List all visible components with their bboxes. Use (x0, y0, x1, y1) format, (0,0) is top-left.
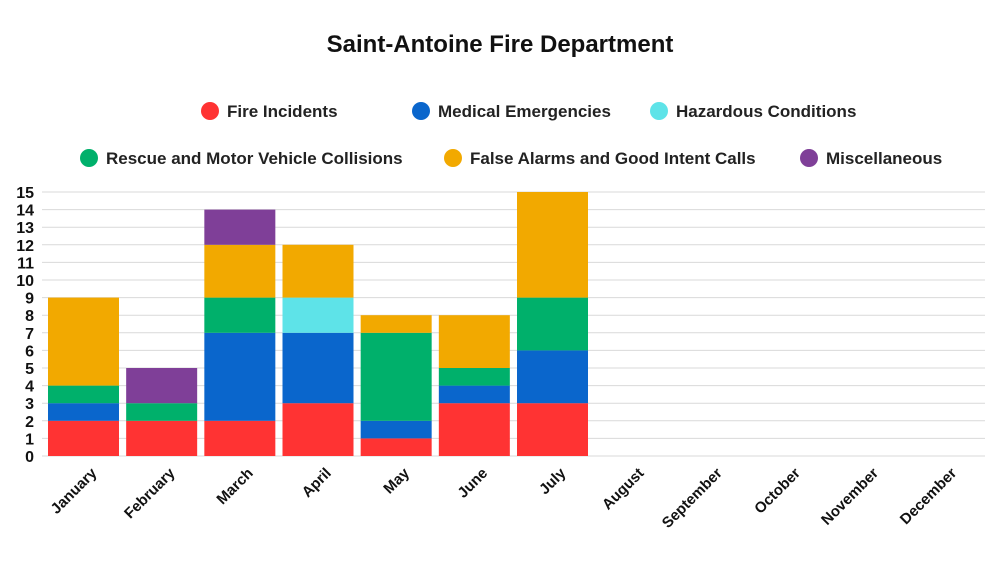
bar-segment (282, 403, 354, 456)
legend-label: False Alarms and Good Intent Calls (470, 149, 756, 168)
legend-marker (650, 102, 668, 120)
x-tick-label: December (897, 465, 960, 528)
legend-label: Rescue and Motor Vehicle Collisions (106, 149, 403, 168)
x-tick-label: July (536, 464, 570, 498)
bar-segment (438, 368, 510, 386)
bar-segment (517, 350, 588, 404)
bar-segment (360, 438, 432, 456)
legend-marker (444, 149, 462, 167)
bar-segment (48, 420, 119, 456)
legend-marker (800, 149, 818, 167)
bar-segment (204, 332, 276, 421)
y-tick-label: 15 (16, 185, 34, 202)
x-tick-label: September (659, 465, 726, 532)
bar-segment (204, 420, 276, 456)
bar-segment (517, 297, 588, 351)
bar-segment (517, 192, 588, 298)
bar-segment (438, 403, 510, 456)
bar-segment (360, 315, 432, 333)
legend-label: Hazardous Conditions (676, 102, 856, 121)
bar-segment (48, 385, 119, 404)
bar-segment (282, 297, 354, 333)
y-tick-label: 6 (25, 343, 34, 360)
bar-segment (48, 403, 119, 421)
legend: Fire Incidents Medical Emergencies Hazardo… (80, 102, 942, 168)
bar-segment (517, 403, 588, 456)
bars (48, 192, 588, 456)
y-tick-label: 3 (25, 396, 34, 413)
x-tick-label: October (751, 465, 804, 518)
bar-segment (204, 209, 276, 245)
legend-label: Miscellaneous (826, 149, 942, 168)
chart-title: Saint-Antoine Fire Department (327, 31, 674, 58)
legend-marker (412, 102, 430, 120)
x-tick-label: June (454, 465, 491, 502)
bar-segment (360, 420, 432, 439)
y-tick-label: 12 (16, 238, 34, 255)
y-tick-label: 7 (25, 326, 34, 343)
bar-segment (48, 297, 119, 386)
legend-label: Fire Incidents (227, 102, 338, 121)
bar-segment (282, 244, 354, 298)
legend-label: Medical Emergencies (438, 102, 611, 121)
y-tick-label: 5 (25, 361, 34, 378)
x-axis: January February March April May June July Augu… (48, 464, 961, 531)
bar-segment (438, 385, 510, 404)
y-tick-label: 13 (16, 220, 34, 237)
y-tick-label: 11 (17, 255, 34, 272)
y-tick-label: 9 (25, 291, 34, 308)
y-tick-label: 14 (16, 203, 34, 220)
gridlines (42, 191, 985, 457)
bar-segment (204, 244, 276, 298)
x-tick-label: November (818, 465, 882, 529)
bar-segment (126, 368, 198, 404)
y-tick-label: 2 (25, 414, 34, 431)
legend-marker (201, 102, 219, 120)
x-tick-label: May (380, 464, 413, 497)
bar-segment (126, 403, 198, 421)
bar-segment (438, 315, 510, 368)
y-tick-label: 8 (25, 308, 34, 325)
bar-segment (282, 332, 354, 404)
y-tick-label: 1 (25, 431, 34, 448)
bar-segment (360, 332, 432, 421)
x-tick-label: February (121, 464, 179, 522)
x-tick-label: April (299, 465, 335, 501)
bar-segment (204, 297, 276, 333)
y-tick-label: 10 (16, 273, 34, 290)
legend-marker (80, 149, 98, 167)
x-tick-label: August (599, 465, 648, 514)
y-tick-label: 0 (25, 449, 34, 466)
bar-segment (126, 420, 198, 456)
y-tick-label: 4 (25, 379, 34, 396)
x-tick-label: March (213, 465, 256, 508)
x-tick-label: January (48, 464, 101, 517)
